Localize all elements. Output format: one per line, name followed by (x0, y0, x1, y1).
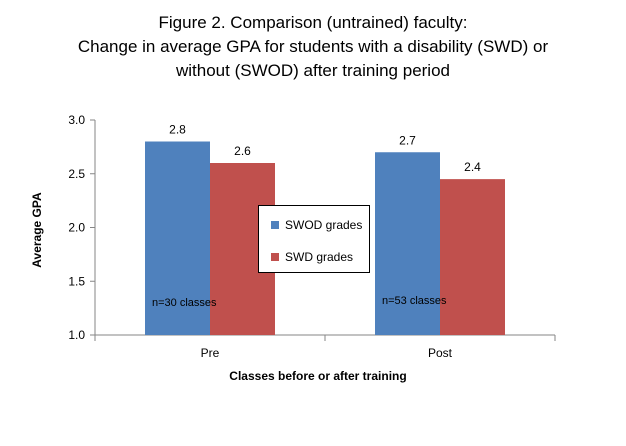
chart-legend: SWOD grades SWD grades (258, 205, 370, 273)
bar-post-0 (375, 152, 440, 335)
y-tick-label: 2.5 (68, 167, 85, 181)
x-tick-label: Post (428, 346, 453, 360)
legend-swatch-swod (271, 221, 279, 229)
annotation-post-count: n=53 classes (382, 295, 447, 307)
legend-label-swd: SWD grades (285, 250, 354, 264)
chart-title-line-1: Figure 2. Comparison (untrained) faculty… (158, 13, 468, 32)
y-axis-title: Average GPA (30, 192, 44, 268)
legend-swatch-swd (271, 253, 279, 261)
x-axis-title: Classes before or after training (229, 369, 407, 383)
y-tick-label: 1.5 (68, 274, 85, 288)
data-label: 2.8 (169, 123, 186, 137)
chart-title-line-3: without (SWOD) after training period (176, 61, 450, 80)
chart-title-line-2: Change in average GPA for students with … (77, 37, 549, 56)
legend-item-swd: SWD grades (271, 250, 353, 264)
y-tick-label: 1.0 (68, 328, 85, 342)
y-tick-label: 3.0 (68, 113, 85, 127)
y-tick-label: 2.0 (68, 221, 85, 235)
legend-label-swod: SWOD grades (285, 218, 363, 232)
bar-pre-0 (145, 141, 210, 335)
legend-item-swod: SWOD grades (271, 218, 362, 232)
bar-post-1 (440, 179, 505, 335)
data-label: 2.7 (399, 133, 416, 147)
data-label: 2.4 (464, 160, 481, 174)
annotation-pre-count: n=30 classes (152, 297, 217, 309)
x-tick-label: Pre (201, 346, 220, 360)
data-label: 2.6 (234, 144, 251, 158)
